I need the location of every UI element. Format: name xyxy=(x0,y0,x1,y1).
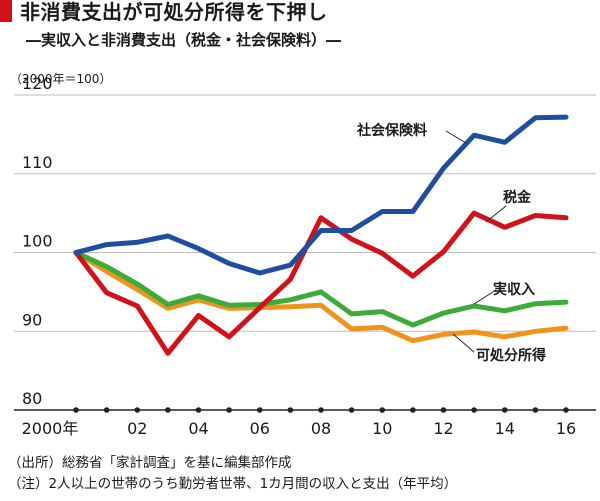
x-axis-dot xyxy=(379,407,386,413)
grid-lines xyxy=(14,94,596,332)
series-label: 実収入 xyxy=(493,281,535,298)
series-label: 可処分所得 xyxy=(476,347,546,364)
x-axis-dot xyxy=(287,407,294,413)
x-axis-dot xyxy=(563,407,569,413)
source-note: （出所）総務省「家計調査」を基に編集部作成 xyxy=(8,455,292,471)
x-axis-dot xyxy=(73,407,79,413)
series-label-leader xyxy=(452,333,475,353)
x-tick-label: 16 xyxy=(556,419,576,438)
title-accent-bar xyxy=(0,0,12,22)
x-axis-dot xyxy=(318,407,324,413)
x-axis-dot xyxy=(471,407,477,413)
series-label: 税金 xyxy=(503,189,532,206)
x-axis-dot xyxy=(103,407,110,413)
y-tick-label: 90 xyxy=(22,310,42,329)
x-tick-label: 12 xyxy=(433,419,453,438)
x-axis-dot xyxy=(501,407,508,413)
series-line-2 xyxy=(73,210,569,356)
x-tick-label: 06 xyxy=(250,419,270,438)
series-line-3 xyxy=(73,250,569,328)
x-axis-dot xyxy=(165,407,171,413)
series-line-4 xyxy=(73,250,569,344)
y-axis-unit-label: （2000年＝100） xyxy=(10,72,111,86)
chart-subtitle: ―実収入と非消費支出（税金・社会保険料）― xyxy=(26,31,342,49)
axes: 80 90 100 110 120 2000年 02 04 06 08 10 12 14 16 xyxy=(14,74,596,438)
x-axis-dot xyxy=(134,407,141,413)
x-axis-dot xyxy=(440,407,447,413)
x-tick-label: 14 xyxy=(495,419,515,438)
x-axis-dot xyxy=(348,407,355,413)
y-tick-label: 100 xyxy=(22,232,53,251)
chart-title: 非消費支出が可処分所得を下押し xyxy=(20,0,328,24)
series-label-leader xyxy=(473,289,497,305)
x-tick-label: 08 xyxy=(311,419,331,438)
footnote: （注）2人以上の世帯のうち勤労者世帯、1カ月間の収入と支出（年平均） xyxy=(8,476,458,492)
x-tick-label: 2000年 xyxy=(22,419,79,438)
series-label-leader xyxy=(445,130,467,144)
x-tick-label: 10 xyxy=(372,419,392,438)
x-axis-dot xyxy=(532,407,539,413)
x-axis-dot xyxy=(410,407,416,413)
series-label-leader xyxy=(485,205,507,223)
y-tick-label: 110 xyxy=(22,153,53,172)
x-tick-label: 02 xyxy=(127,419,147,438)
y-tick-label: 80 xyxy=(22,389,42,408)
x-axis-dot xyxy=(226,407,232,413)
y-tick-label: 120 xyxy=(22,74,53,93)
x-axis-dot xyxy=(256,407,263,413)
x-axis-dot xyxy=(195,407,202,413)
series-label: 社会保険料 xyxy=(356,122,427,139)
series-line-1 xyxy=(73,114,569,276)
series-lines xyxy=(73,114,569,356)
x-tick-label: 04 xyxy=(188,419,208,438)
